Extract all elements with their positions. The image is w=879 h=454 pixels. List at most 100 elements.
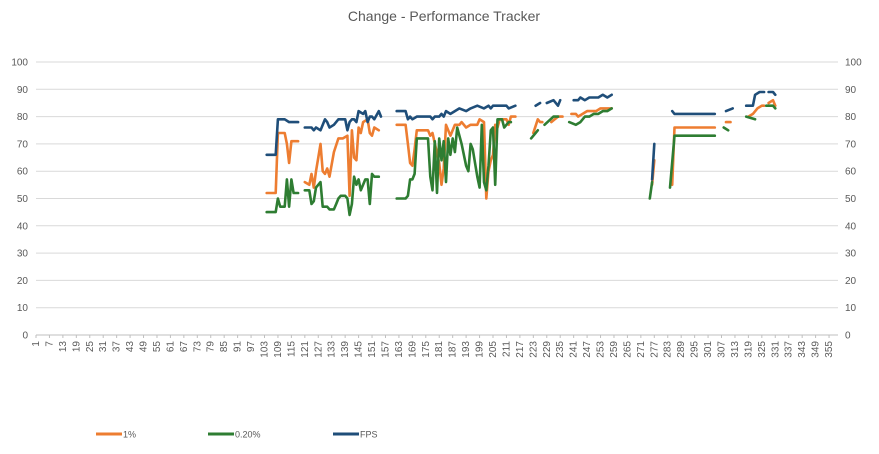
series-line — [648, 180, 654, 200]
y-tick-label-right: 10 — [845, 303, 857, 314]
series-line — [265, 118, 300, 157]
x-tick-label: 313 — [730, 341, 741, 358]
y-tick-label-right: 60 — [845, 167, 857, 178]
x-tick-label: 115 — [286, 341, 297, 357]
y-tick-label-right: 100 — [845, 58, 862, 69]
series-line — [265, 131, 300, 195]
x-tick-label: 97 — [246, 341, 257, 353]
y-tick-label-right: 30 — [845, 249, 857, 260]
x-tick-label: 55 — [152, 341, 163, 353]
series-line — [303, 172, 381, 217]
series-line — [668, 134, 717, 189]
x-tick-label: 235 — [555, 341, 566, 358]
x-tick-label: 175 — [421, 341, 432, 358]
y-tick-label-left: 70 — [17, 139, 29, 150]
series-line — [567, 107, 613, 127]
x-tick-label: 133 — [327, 341, 338, 358]
y-tick-label-left: 30 — [17, 249, 29, 260]
x-tick-label: 199 — [475, 341, 486, 358]
x-tick-label: 37 — [112, 341, 123, 353]
x-tick-label: 91 — [233, 341, 244, 353]
x-tick-label: 121 — [300, 341, 311, 358]
x-tick-label: 217 — [515, 341, 526, 358]
x-tick-label: 307 — [717, 341, 728, 358]
x-tick-label: 25 — [85, 341, 96, 353]
series-line — [545, 98, 562, 107]
x-tick-label: 7 — [44, 341, 55, 347]
x-tick-label: 127 — [313, 341, 324, 358]
x-tick-label: 337 — [784, 341, 795, 358]
y-tick-label-left: 0 — [22, 331, 28, 342]
x-tick-label: 283 — [663, 341, 674, 358]
y-tick-label-left: 80 — [17, 112, 29, 123]
x-tick-label: 163 — [394, 341, 405, 358]
y-tick-label-left: 50 — [17, 194, 29, 205]
y-tick-label-left: 40 — [17, 221, 29, 232]
y-tick-label-right: 90 — [845, 85, 857, 96]
series-line — [765, 104, 777, 110]
right-y-axis: 0 10 20 30 40 50 60 70 80 90 100 — [845, 58, 862, 342]
x-tick-label: 73 — [192, 341, 203, 353]
series-line — [532, 118, 544, 135]
y-tick-label-right: 40 — [845, 221, 857, 232]
x-tick-label: 85 — [219, 341, 230, 353]
x-tick-label: 319 — [743, 341, 754, 358]
x-tick-label: 139 — [340, 341, 351, 358]
x-tick-label: 211 — [501, 341, 512, 357]
left-y-axis: 0 10 20 30 40 50 60 70 80 90 100 — [11, 58, 28, 342]
legend-label: 1% — [123, 430, 136, 440]
series-line — [543, 115, 560, 127]
x-tick-label: 301 — [703, 341, 714, 358]
series-line — [534, 101, 542, 107]
x-tick-label: 157 — [380, 341, 391, 358]
series-line — [744, 115, 757, 121]
x-tick-label: 277 — [649, 341, 660, 358]
series-line — [650, 142, 656, 181]
x-tick-label: 61 — [165, 341, 176, 353]
series-line — [572, 93, 613, 102]
x-tick-label: 229 — [542, 341, 553, 358]
x-axis: 1 7 13 19 25 31 37 43 49 55 61 67 73 79 85 91 97 103 109 11… — [31, 335, 835, 358]
y-tick-label-right: 50 — [845, 194, 857, 205]
series-line — [744, 90, 766, 107]
legend-label: 0.20% — [235, 430, 261, 440]
y-tick-label-left: 10 — [17, 303, 29, 314]
gridlines — [36, 61, 838, 336]
x-tick-label: 355 — [824, 341, 835, 358]
x-tick-label: 265 — [622, 341, 633, 358]
x-tick-label: 67 — [179, 341, 190, 353]
y-tick-label-left: 20 — [17, 276, 29, 287]
series-line — [395, 118, 513, 200]
x-tick-label: 193 — [461, 341, 472, 358]
x-tick-label: 259 — [609, 341, 620, 358]
x-tick-label: 331 — [770, 341, 781, 358]
legend-label: FPS — [360, 430, 378, 440]
y-tick-label-right: 0 — [845, 331, 851, 342]
y-tick-label-right: 70 — [845, 139, 857, 150]
series-line — [303, 109, 383, 132]
x-tick-label: 181 — [434, 341, 445, 358]
x-tick-label: 19 — [71, 341, 82, 353]
series-FPS — [265, 90, 777, 181]
x-tick-label: 79 — [206, 341, 217, 353]
series-line — [529, 129, 540, 140]
series-line — [265, 178, 300, 214]
x-tick-label: 253 — [596, 341, 607, 358]
x-tick-label: 31 — [98, 341, 109, 353]
y-tick-label-left: 60 — [17, 167, 29, 178]
x-tick-label: 295 — [690, 341, 701, 358]
x-tick-label: 1 — [31, 341, 42, 347]
x-tick-label: 109 — [273, 341, 284, 358]
series-line — [722, 126, 730, 132]
y-tick-label-left: 90 — [17, 85, 29, 96]
legend: 1% 0.20% FPS — [96, 430, 378, 440]
x-tick-label: 49 — [139, 341, 150, 353]
x-tick-label: 43 — [125, 341, 136, 353]
x-tick-label: 241 — [569, 341, 580, 358]
series-0.20% — [265, 104, 777, 217]
x-tick-label: 247 — [582, 341, 593, 358]
x-tick-label: 205 — [488, 341, 499, 358]
x-tick-label: 169 — [407, 341, 418, 358]
y-tick-label-left: 100 — [11, 58, 28, 69]
series-line — [670, 109, 717, 116]
